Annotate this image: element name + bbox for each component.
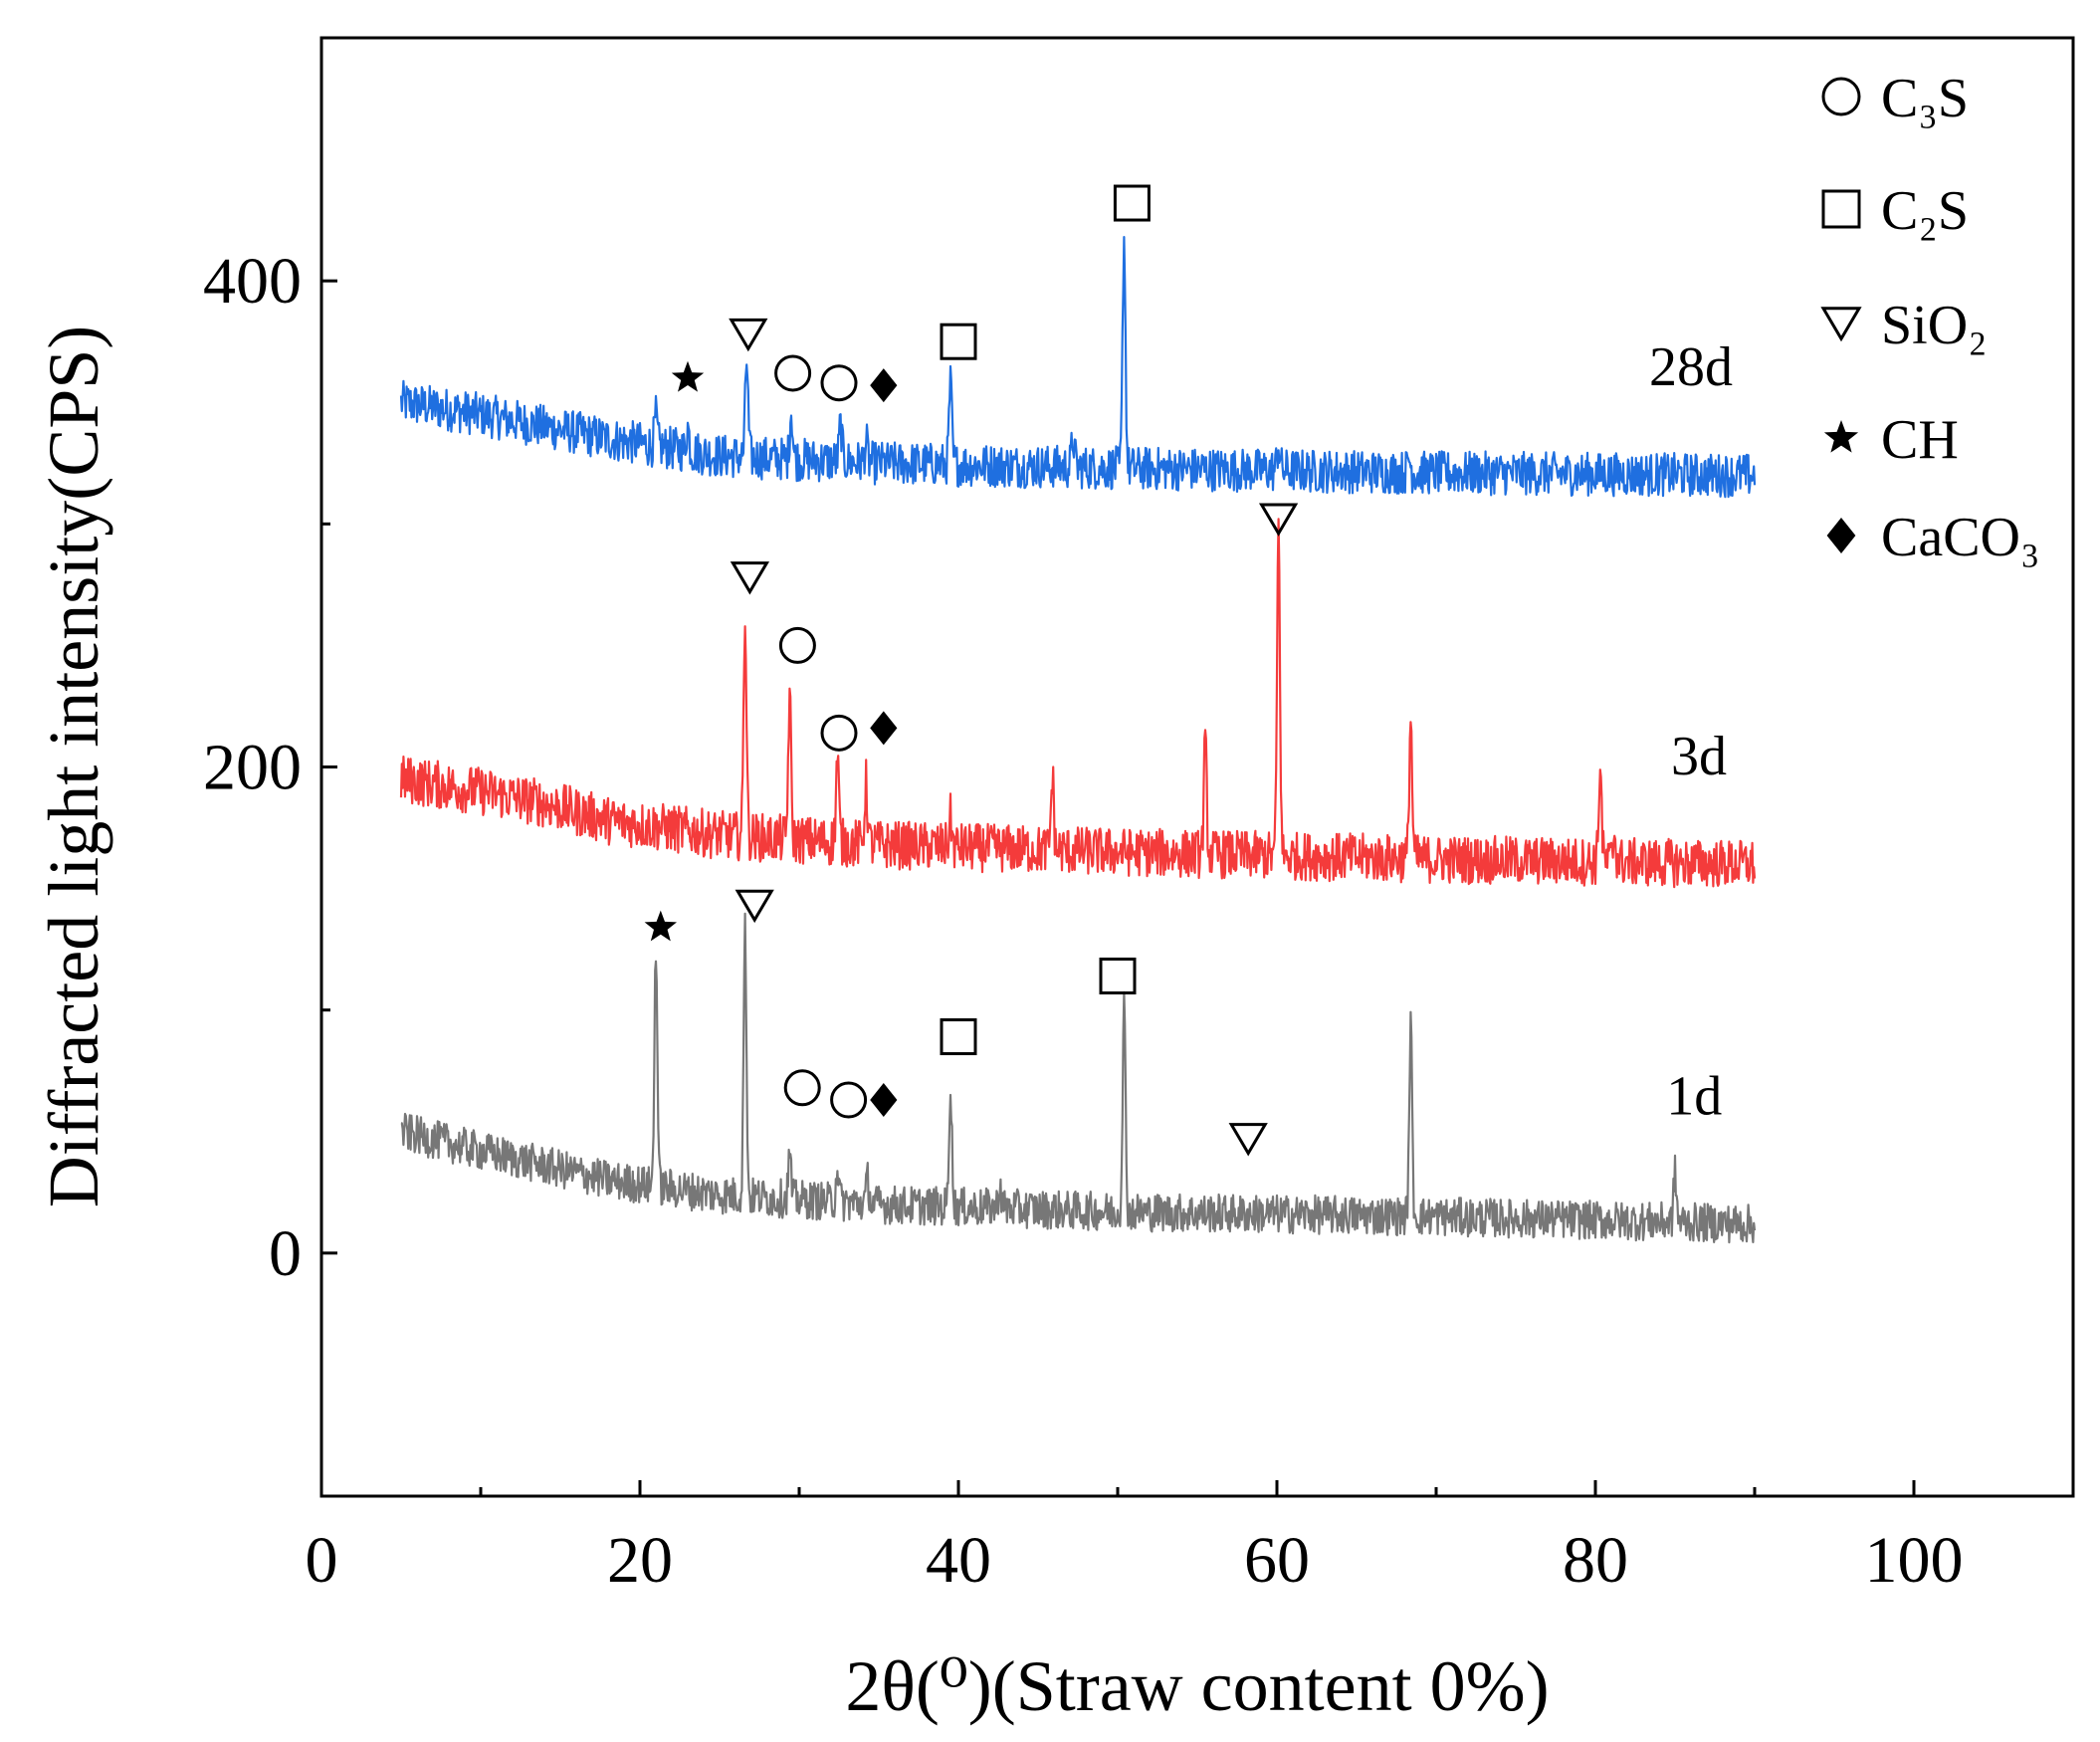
peak-marker-star-filled	[671, 360, 705, 392]
legend-entry: C₂S	[1821, 180, 1969, 242]
series-label-28d: 28d	[1649, 336, 1733, 398]
legend-entry: CaCO₃	[1826, 507, 2040, 568]
legend: C₃S C₂S SiO₂ CH CaCO₃	[1820, 68, 2040, 568]
peak-marker-circle-open	[774, 354, 812, 392]
peak-marker-circle-open	[820, 714, 858, 752]
series-1d-line	[400, 912, 1757, 1244]
legend-entry: SiO₂	[1820, 295, 1988, 356]
legend-star-filled-icon	[1823, 420, 1859, 453]
series-layer	[399, 236, 1757, 1244]
peak-marker-diamond-filled	[870, 1083, 898, 1118]
axis-layer: 0 20 40 60 80 100 0 200 400	[203, 36, 2075, 1597]
peak-marker-circle-open	[778, 626, 816, 664]
legend-label: CaCO₃	[1881, 507, 2040, 568]
legend-label: CH	[1881, 409, 1959, 471]
y-tick-label: 400	[203, 245, 302, 318]
peak-marker-star-filled	[644, 910, 677, 942]
marker-layer	[644, 184, 1299, 1157]
peak-marker-square-open	[940, 1018, 977, 1056]
series-28d-line	[399, 236, 1757, 499]
peak-marker-square-open	[1099, 957, 1137, 994]
peak-marker-square-open	[940, 323, 977, 360]
y-tick-label: 200	[203, 732, 302, 804]
peak-marker-diamond-filled	[870, 711, 898, 746]
peak-marker-triangle-down-open	[735, 889, 774, 924]
x-tick-label: 40	[926, 1524, 991, 1597]
legend-diamond-filled-icon	[1826, 518, 1856, 553]
x-axis-title: 2θ(⁰)(Straw content 0%)	[845, 1646, 1549, 1726]
legend-entry: C₃S	[1821, 68, 1969, 129]
series-3d-line	[399, 518, 1757, 889]
y-axis-title: Diffracted light intensity(CPS)	[34, 326, 113, 1208]
x-tick-label: 0	[306, 1524, 338, 1597]
y-tick-label: 0	[269, 1217, 302, 1290]
legend-circle-open-icon	[1821, 77, 1861, 116]
x-tick-label: 20	[607, 1524, 673, 1597]
legend-entry: CH	[1823, 409, 1959, 471]
series-label-layer: 28d 3d 1d	[1649, 336, 1733, 1128]
peak-marker-triangle-down-open	[730, 561, 770, 595]
peak-marker-square-open	[1113, 184, 1151, 222]
x-tick-label: 100	[1865, 1524, 1964, 1597]
x-tick-label: 60	[1244, 1524, 1310, 1597]
peak-marker-circle-open	[820, 364, 858, 402]
x-tick-label: 80	[1563, 1524, 1628, 1597]
peak-marker-triangle-down-open	[1228, 1123, 1268, 1157]
series-label-1d: 1d	[1666, 1066, 1722, 1128]
peak-marker-circle-open	[830, 1081, 868, 1119]
peak-marker-triangle-down-open	[729, 318, 768, 352]
legend-label: SiO₂	[1881, 295, 1988, 356]
legend-triangle-down-open-icon	[1820, 307, 1862, 342]
peak-marker-triangle-down-open	[1258, 503, 1299, 537]
legend-label: C₂S	[1881, 180, 1969, 242]
peak-marker-diamond-filled	[870, 368, 898, 403]
peak-marker-circle-open	[783, 1069, 821, 1107]
series-label-3d: 3d	[1671, 726, 1727, 787]
legend-square-open-icon	[1821, 189, 1861, 229]
legend-label: C₃S	[1881, 68, 1969, 129]
